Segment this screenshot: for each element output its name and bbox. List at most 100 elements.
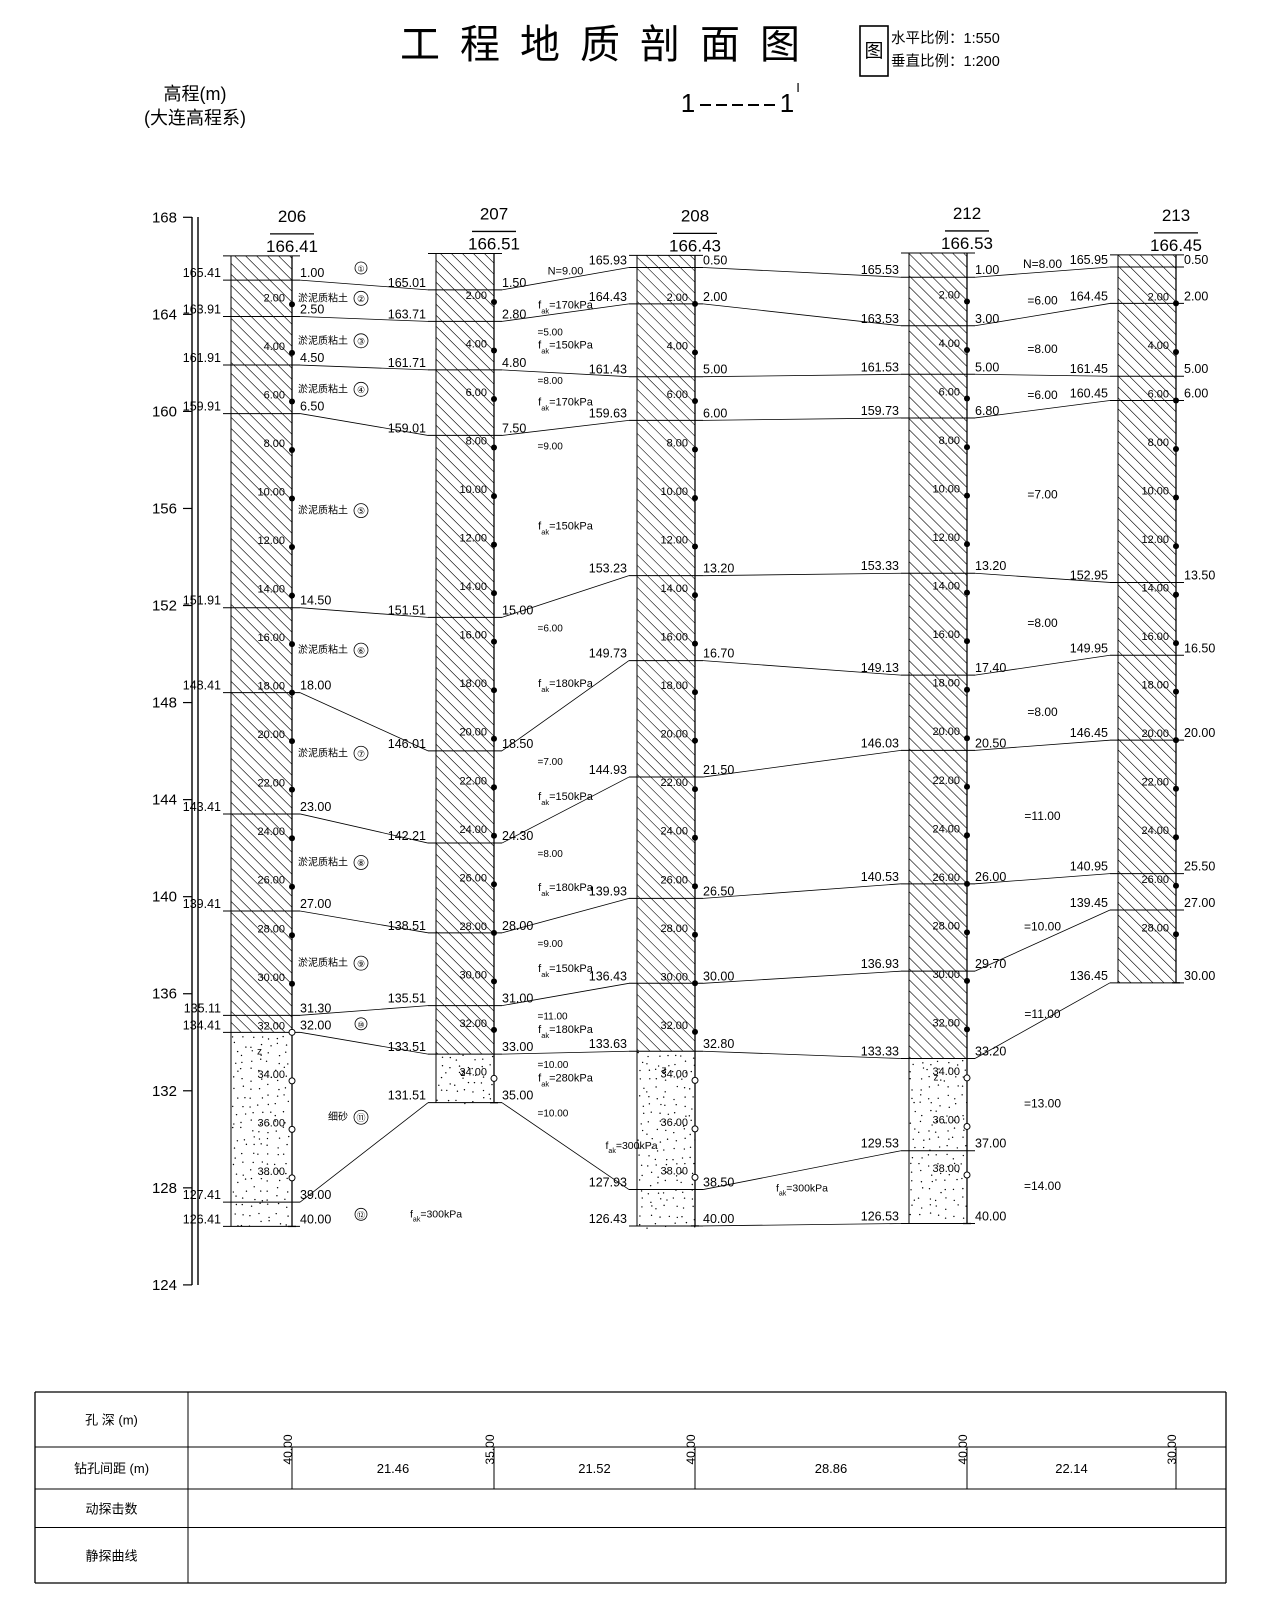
- svg-text:131.51: 131.51: [388, 1089, 426, 1103]
- svg-text:40.00: 40.00: [300, 1212, 331, 1226]
- svg-text:6.00: 6.00: [1148, 388, 1169, 400]
- svg-text:8.00: 8.00: [466, 436, 487, 448]
- svg-text:0.50: 0.50: [1184, 253, 1208, 267]
- svg-text:13.50: 13.50: [1184, 568, 1215, 582]
- svg-text:139.45: 139.45: [1070, 896, 1108, 910]
- svg-text:=8.00: =8.00: [1027, 342, 1058, 356]
- svg-text:140.53: 140.53: [861, 870, 899, 884]
- svg-text:22.00: 22.00: [257, 778, 285, 790]
- svg-text:⑥: ⑥: [357, 646, 365, 656]
- svg-text:图: 图: [864, 41, 883, 62]
- svg-text:26.00: 26.00: [660, 874, 688, 886]
- svg-text:165.41: 165.41: [183, 266, 221, 280]
- svg-text:5.00: 5.00: [703, 363, 727, 377]
- svg-text:159.01: 159.01: [388, 421, 426, 435]
- svg-text:13.20: 13.20: [975, 559, 1006, 573]
- svg-text:18.00: 18.00: [257, 681, 285, 693]
- svg-text:③: ③: [357, 336, 365, 346]
- svg-text:动探击数: 动探击数: [85, 1501, 137, 1516]
- svg-text:4.50: 4.50: [300, 351, 324, 365]
- svg-text:28.86: 28.86: [815, 1461, 848, 1476]
- svg-text:工程地质剖面图: 工程地质剖面图: [400, 23, 820, 67]
- svg-text:31.00: 31.00: [502, 992, 533, 1006]
- svg-text:32.00: 32.00: [300, 1018, 331, 1032]
- svg-text:161.45: 161.45: [1070, 362, 1108, 376]
- svg-text:1: 1: [681, 88, 695, 118]
- svg-text:18.00: 18.00: [660, 680, 688, 692]
- svg-text:38.00: 38.00: [257, 1166, 285, 1178]
- svg-text:159.73: 159.73: [861, 404, 899, 418]
- svg-text:孔 深 (m): 孔 深 (m): [85, 1413, 138, 1428]
- svg-text:40.00: 40.00: [956, 1434, 970, 1464]
- svg-text:159.91: 159.91: [183, 400, 221, 414]
- svg-text:132: 132: [152, 1083, 177, 1100]
- svg-text:40.00: 40.00: [703, 1212, 734, 1226]
- svg-text:34.00: 34.00: [932, 1066, 960, 1078]
- svg-text:151.51: 151.51: [388, 603, 426, 617]
- svg-text:38.50: 38.50: [703, 1176, 734, 1190]
- svg-text:36.00: 36.00: [932, 1114, 960, 1126]
- svg-text:133.51: 133.51: [388, 1040, 426, 1054]
- svg-text:126.43: 126.43: [589, 1212, 627, 1226]
- svg-text:18.00: 18.00: [1141, 680, 1169, 692]
- svg-text:32.00: 32.00: [459, 1018, 487, 1030]
- svg-text:=8.00: =8.00: [1027, 705, 1058, 719]
- svg-text:15.00: 15.00: [502, 603, 533, 617]
- svg-text:126.41: 126.41: [183, 1212, 221, 1226]
- svg-text:144: 144: [152, 792, 177, 809]
- svg-text:32.00: 32.00: [660, 1020, 688, 1032]
- svg-text:149.73: 149.73: [589, 647, 627, 661]
- svg-text:2.00: 2.00: [1184, 289, 1208, 303]
- svg-text:165.01: 165.01: [388, 276, 426, 290]
- svg-text:24.00: 24.00: [932, 823, 960, 835]
- svg-text:⑨: ⑨: [357, 959, 365, 969]
- svg-text:2.00: 2.00: [1148, 291, 1169, 303]
- svg-text:14.00: 14.00: [1141, 583, 1169, 595]
- svg-text:38.00: 38.00: [660, 1165, 688, 1177]
- svg-text:124: 124: [152, 1277, 177, 1294]
- svg-text:16.00: 16.00: [1141, 631, 1169, 643]
- svg-text:N=9.00: N=9.00: [548, 266, 584, 278]
- svg-text:30.00: 30.00: [1165, 1434, 1179, 1464]
- svg-text:=8.00: =8.00: [538, 376, 564, 387]
- svg-text:166.51: 166.51: [468, 234, 520, 253]
- svg-text:1.00: 1.00: [300, 266, 324, 280]
- svg-text:12.00: 12.00: [1141, 534, 1169, 546]
- svg-text:淤泥质粘土: 淤泥质粘土: [298, 291, 348, 304]
- svg-text:165.95: 165.95: [1070, 253, 1108, 267]
- svg-text:2.50: 2.50: [300, 303, 324, 317]
- svg-text:1: 1: [780, 88, 794, 118]
- svg-text:40.00: 40.00: [281, 1434, 295, 1464]
- svg-text:8.00: 8.00: [1148, 437, 1169, 449]
- svg-text:1.00: 1.00: [975, 263, 999, 277]
- svg-text:26.00: 26.00: [1141, 874, 1169, 886]
- svg-text:6.00: 6.00: [703, 406, 727, 420]
- svg-text:2.00: 2.00: [667, 292, 688, 304]
- svg-text:16.70: 16.70: [703, 647, 734, 661]
- svg-text:=10.00: =10.00: [538, 1060, 569, 1071]
- svg-text:146.45: 146.45: [1070, 726, 1108, 740]
- svg-text:22.14: 22.14: [1055, 1461, 1088, 1476]
- svg-text:25.50: 25.50: [1184, 860, 1215, 874]
- svg-text:40.00: 40.00: [684, 1434, 698, 1464]
- svg-text:140.95: 140.95: [1070, 860, 1108, 874]
- svg-text:14.00: 14.00: [459, 581, 487, 593]
- svg-text:2.00: 2.00: [703, 290, 727, 304]
- svg-text:18.00: 18.00: [300, 679, 331, 693]
- svg-text:=10.00: =10.00: [1024, 920, 1061, 934]
- svg-text:146.03: 146.03: [861, 736, 899, 750]
- svg-text:⑧: ⑧: [357, 858, 365, 868]
- svg-text:166.53: 166.53: [941, 234, 993, 253]
- svg-text:8.00: 8.00: [264, 438, 285, 450]
- svg-text:10.00: 10.00: [660, 486, 688, 498]
- svg-text:135.11: 135.11: [184, 1001, 221, 1015]
- svg-text:12.00: 12.00: [660, 535, 688, 547]
- svg-text:20.00: 20.00: [1184, 726, 1215, 740]
- svg-text:30.00: 30.00: [660, 971, 688, 983]
- svg-text:139.93: 139.93: [589, 884, 627, 898]
- svg-text:168: 168: [152, 209, 177, 226]
- svg-text:6.00: 6.00: [939, 387, 960, 399]
- svg-text:164.43: 164.43: [589, 290, 627, 304]
- svg-text:淤泥质粘土: 淤泥质粘土: [298, 643, 348, 656]
- svg-text:20.00: 20.00: [257, 729, 285, 741]
